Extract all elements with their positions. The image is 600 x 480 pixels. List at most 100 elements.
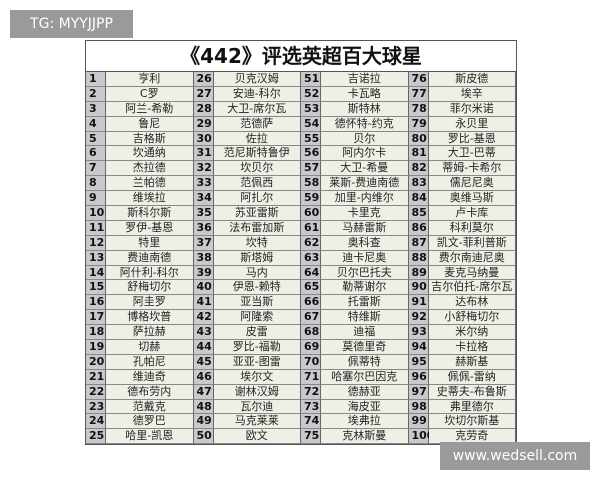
player-name: 欧文 (213, 429, 301, 445)
rank-number: 32 (193, 161, 214, 177)
rank-number: 78 (408, 101, 429, 117)
rank-number: 56 (301, 146, 321, 162)
rank-number: 3 (86, 101, 106, 117)
player-name: 贝克汉姆 (213, 72, 301, 87)
player-name: 佩蒂特 (321, 354, 409, 370)
player-name: 莫德里奇 (321, 340, 409, 355)
rank-number: 47 (193, 384, 214, 400)
rank-number: 46 (193, 369, 214, 385)
player-name: 法布雷加斯 (213, 220, 301, 236)
rank-number: 89 (408, 265, 429, 281)
player-name: 范佩西 (213, 176, 301, 192)
watermark-bottom: www.wedsell.com (440, 442, 590, 470)
watermark-top: TG: MYYJJPP (10, 10, 133, 38)
player-name: 蒂姆-卡希尔 (428, 161, 516, 177)
player-name: 弗里德尔 (428, 399, 516, 415)
player-name: 卡瓦略 (321, 86, 409, 102)
player-name: 阿兰-希勒 (106, 101, 194, 117)
rank-number: 27 (193, 86, 214, 102)
player-name: C罗 (106, 86, 194, 102)
player-name: 史蒂夫-布鲁斯 (428, 384, 516, 400)
player-name: 坎特 (213, 235, 301, 251)
player-name: 勒蒂谢尔 (321, 280, 409, 296)
rank-number: 49 (193, 414, 214, 430)
player-name: 吉诺拉 (321, 72, 409, 87)
rank-number: 5 (86, 131, 106, 147)
rank-number: 16 (86, 295, 106, 311)
player-name: 阿什利-科尔 (106, 265, 194, 281)
rank-number: 36 (193, 220, 214, 236)
player-name: 贝尔巴托夫 (321, 265, 409, 281)
rank-number: 15 (86, 280, 106, 296)
rank-number: 23 (86, 399, 106, 415)
rank-number: 17 (86, 310, 106, 326)
player-name: 迪卡尼奥 (321, 250, 409, 266)
rank-number: 92 (408, 310, 429, 326)
player-name: 费迪南德 (106, 250, 194, 266)
player-name: 大卫-席尔瓦 (213, 101, 301, 117)
player-name: 哈塞尔巴因克 (321, 369, 409, 385)
player-name: 皮雷 (213, 325, 301, 341)
player-name: 范尼斯特鲁伊 (213, 146, 301, 162)
player-name: 维埃拉 (106, 191, 194, 207)
rank-number: 9 (86, 191, 106, 207)
rank-number: 93 (408, 325, 429, 341)
player-name: 范德萨 (213, 116, 301, 132)
rank-number: 77 (408, 86, 429, 102)
rank-number: 2 (86, 86, 106, 102)
player-name: 马内 (213, 265, 301, 281)
player-name: 罗比-福勒 (213, 340, 301, 355)
rank-number: 86 (408, 220, 429, 236)
rank-number: 30 (193, 131, 214, 147)
rank-number: 87 (408, 235, 429, 251)
player-name: 博格坎普 (106, 310, 194, 326)
rank-number: 75 (301, 429, 321, 445)
player-name: 德布劳内 (106, 384, 194, 400)
rank-number: 42 (193, 310, 214, 326)
rank-number: 26 (193, 72, 214, 87)
player-name: 萨拉赫 (106, 325, 194, 341)
rank-number: 95 (408, 354, 429, 370)
player-name: 罗比-基恩 (428, 131, 516, 147)
rank-number: 82 (408, 161, 429, 177)
player-name: 托雷斯 (321, 295, 409, 311)
rank-number: 12 (86, 235, 106, 251)
rank-number: 99 (408, 414, 429, 430)
rank-number: 20 (86, 354, 106, 370)
rank-number: 44 (193, 340, 214, 355)
player-name: 吉格斯 (106, 131, 194, 147)
player-name: 斯科尔斯 (106, 206, 194, 221)
rank-number: 1 (86, 72, 106, 87)
player-name: 德罗巴 (106, 414, 194, 430)
rank-number: 68 (301, 325, 321, 341)
player-name: 伊恩-赖特 (213, 280, 301, 296)
ranking-table: 《442》评选英超百大球星 1 亨利 26 贝克汉姆 51 吉诺拉 76 斯皮德 2 C罗 27 安迪… (85, 40, 517, 446)
rank-number: 100 (408, 429, 434, 445)
player-name: 阿圭罗 (106, 295, 194, 311)
player-name: 坎通纳 (106, 146, 194, 162)
player-name: 切赫 (106, 340, 194, 355)
player-name: 达布林 (428, 295, 516, 311)
rank-number: 81 (408, 146, 429, 162)
player-name: 范戴克 (106, 399, 194, 415)
rank-number: 28 (193, 101, 214, 117)
rank-number: 97 (408, 384, 429, 400)
rank-number: 45 (193, 354, 214, 370)
rank-number: 98 (408, 399, 429, 415)
player-name: 费尔南迪尼奥 (428, 250, 516, 266)
player-name: 罗伊-基恩 (106, 220, 194, 236)
rank-number: 24 (86, 414, 106, 430)
rank-number: 14 (86, 265, 106, 281)
rank-number: 40 (193, 280, 214, 296)
player-name: 大卫-巴蒂 (428, 146, 516, 162)
player-name: 奥科查 (321, 235, 409, 251)
rank-number: 58 (301, 176, 321, 192)
rank-number: 72 (301, 384, 321, 400)
player-name: 鲁尼 (106, 116, 194, 132)
rank-number: 35 (193, 206, 214, 221)
rank-number: 39 (193, 265, 214, 281)
rank-number: 67 (301, 310, 321, 326)
player-name: 斯特林 (321, 101, 409, 117)
rank-number: 37 (193, 235, 214, 251)
rank-number: 90 (408, 280, 429, 296)
